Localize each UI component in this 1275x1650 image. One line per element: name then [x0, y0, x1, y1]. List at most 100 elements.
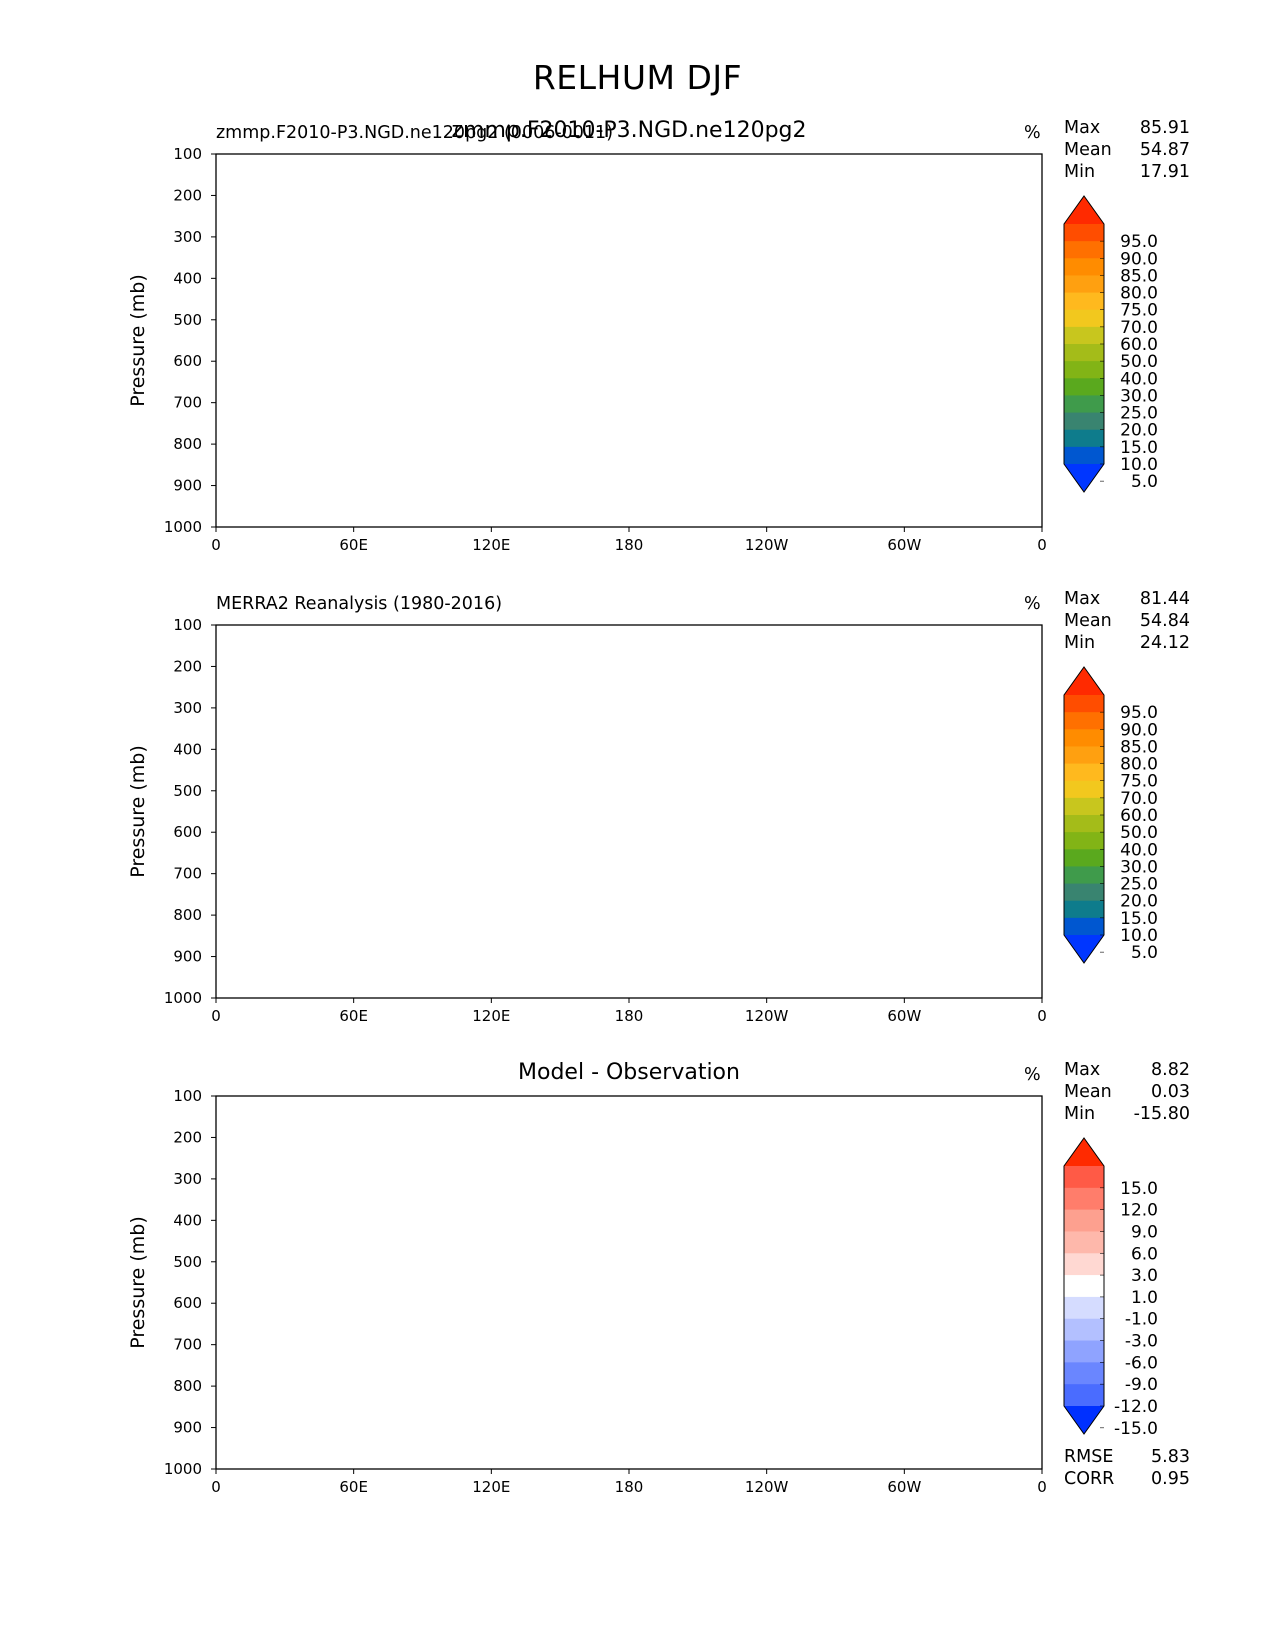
units-label: % — [1024, 1065, 1041, 1085]
colorbar-label: 70.0 — [1120, 789, 1158, 809]
y-tick-label: 700 — [173, 1336, 202, 1354]
contour-band-7 — [216, 464, 1042, 527]
contour-band-1 — [216, 1200, 1042, 1469]
x-tick-label: 60W — [887, 536, 921, 554]
stat-mean: Mean 54.84 — [1064, 611, 1190, 631]
y-tick-label: 600 — [173, 352, 202, 370]
colorbar-label: 50.0 — [1120, 352, 1158, 372]
y-tick-label: 900 — [173, 477, 202, 495]
stats-box: Max 81.44 Mean 54.84 Min 24.12 — [1064, 588, 1190, 654]
x-tick-label: 120E — [472, 536, 510, 554]
plot-frame — [215, 153, 1043, 528]
y-tick-label: 900 — [173, 1419, 202, 1437]
colorbar-label: 12.0 — [1120, 1201, 1158, 1221]
contour-band-2 — [216, 1163, 1042, 1469]
x-tick-label: 120W — [745, 536, 789, 554]
colorbar-swatch — [1064, 797, 1104, 816]
colorbar-swatch — [1064, 900, 1104, 919]
colorbar-label: -9.0 — [1125, 1375, 1158, 1395]
y-tick-label: 500 — [173, 782, 202, 800]
colorbar-max-extend — [1064, 1138, 1104, 1166]
x-tick-label: 180 — [615, 1478, 644, 1496]
colorbar-label: 95.0 — [1120, 232, 1158, 252]
stats-bottom-box: RMSE 5.83 CORR 0.95 — [1064, 1446, 1190, 1490]
contour-band-6 — [216, 448, 1042, 527]
colorbar-label: 85.0 — [1120, 266, 1158, 286]
y-axis-label: Pressure (mb) — [127, 274, 149, 407]
x-tick-label: 120W — [745, 1478, 789, 1496]
y-tick-label: 700 — [173, 394, 202, 412]
colorbar-swatch — [1064, 883, 1104, 902]
y-tick-label: 100 — [173, 616, 202, 634]
panel-title-center: zmmp.F2010-P3.NGD.ne120pg2 — [451, 118, 807, 143]
contour-field — [216, 154, 1042, 527]
y-tick-label: 500 — [173, 1253, 202, 1271]
colorbar: 15.012.09.06.03.01.0-1.0-3.0-6.0-9.0-12.… — [1063, 1137, 1158, 1439]
x-tick-label: 120W — [745, 1007, 789, 1025]
stat-min: Min 17.91 — [1064, 162, 1190, 182]
x-tick-label: 180 — [615, 536, 644, 554]
y-tick-label: 1000 — [164, 518, 202, 536]
y-tick-label: 300 — [173, 228, 202, 246]
figure-title: RELHUM DJF — [532, 58, 743, 97]
contour-band-1 — [216, 625, 1042, 823]
colorbar-swatch — [1064, 1362, 1104, 1385]
colorbar-max-extend — [1064, 667, 1104, 695]
colorbar-swatch — [1064, 729, 1104, 747]
colorbar-label: -3.0 — [1125, 1332, 1158, 1352]
chart-panel-3: 100 200 300 400 500 600 700 800 900 1000 0 60E 120E 1… — [127, 1087, 1158, 1496]
colorbar-label: -1.0 — [1125, 1310, 1158, 1330]
y-tick-label: 600 — [173, 823, 202, 841]
colorbar-swatch — [1064, 1384, 1104, 1407]
colorbar-label: 3.0 — [1131, 1266, 1158, 1286]
y-tick-label: 400 — [173, 269, 202, 287]
contour-field — [216, 1096, 1042, 1469]
colorbar-min-extend — [1064, 1406, 1104, 1434]
y-tick-label: 1000 — [164, 1460, 202, 1478]
colorbar-swatch — [1064, 832, 1104, 850]
contour-band-0 — [216, 625, 1042, 998]
colorbar-label: 10.0 — [1120, 926, 1158, 946]
x-tick-label: 0 — [211, 536, 221, 554]
chart-panel-2: 100 200 300 400 500 600 700 800 900 1000 0 60E 120E 1… — [127, 616, 1158, 1025]
colorbar-swatch — [1064, 712, 1104, 730]
colorbar-label: 80.0 — [1120, 755, 1158, 775]
contour-field — [216, 625, 1042, 998]
contour-band-6 — [216, 932, 1017, 998]
contour-band-6 — [216, 1111, 1042, 1178]
y-tick-label: 100 — [173, 1087, 202, 1105]
colorbar-swatch — [1064, 815, 1104, 833]
colorbar-label: -15.0 — [1114, 1419, 1158, 1439]
contour-band-0 — [216, 1096, 1042, 1469]
colorbar-swatch — [1064, 746, 1104, 765]
colorbar-label: 70.0 — [1120, 318, 1158, 338]
colorbar-label: 40.0 — [1120, 840, 1158, 860]
colorbar-swatch — [1064, 412, 1104, 431]
colorbar-min-extend — [1064, 935, 1104, 963]
colorbar-swatch — [1064, 866, 1104, 885]
y-axis-label: Pressure (mb) — [127, 1216, 149, 1349]
colorbar-swatch — [1064, 1166, 1104, 1189]
stat-mean: Mean 54.87 — [1064, 140, 1190, 160]
y-tick-label: 100 — [173, 145, 202, 163]
x-tick-label: 0 — [1037, 536, 1047, 554]
colorbar-swatch — [1064, 241, 1104, 259]
stat-mean: Mean 0.03 — [1064, 1082, 1190, 1102]
contour-band-8 — [241, 468, 993, 527]
y-tick-label: 800 — [173, 435, 202, 453]
x-tick-label: 0 — [1037, 1478, 1047, 1496]
colorbar-swatch — [1064, 1187, 1104, 1211]
stat-rmse: RMSE 5.83 — [1064, 1447, 1190, 1467]
colorbar-swatch — [1064, 763, 1104, 782]
colorbar-label: 20.0 — [1120, 892, 1158, 912]
x-tick-label: 60E — [339, 536, 368, 554]
y-tick-label: 300 — [173, 699, 202, 717]
colorbar-swatch — [1064, 695, 1104, 713]
colorbar-label: 95.0 — [1120, 703, 1158, 723]
panel-title-center: Model - Observation — [518, 1060, 740, 1085]
colorbar-label: 30.0 — [1120, 857, 1158, 877]
colorbar-swatch — [1064, 361, 1104, 379]
colorbar-label: 40.0 — [1120, 369, 1158, 389]
y-tick-label: 600 — [173, 1294, 202, 1312]
units-label: % — [1024, 123, 1041, 143]
